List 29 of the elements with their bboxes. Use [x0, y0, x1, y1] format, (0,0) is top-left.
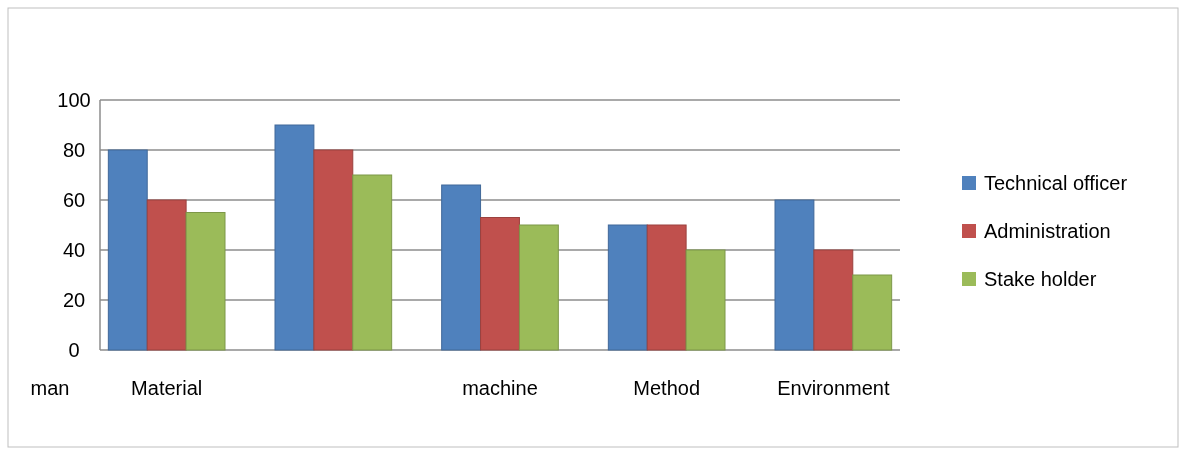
legend-label: Technical officer: [984, 172, 1128, 194]
bar: [313, 149, 354, 351]
y-tick-label: 60: [62, 189, 86, 211]
x-tick-label: Material: [131, 377, 203, 399]
bar: [852, 274, 893, 351]
bar: [607, 224, 648, 351]
text: man: [30, 377, 70, 399]
bar: [480, 217, 520, 351]
y-tick-label: 100: [57, 89, 91, 111]
bar: [646, 224, 687, 351]
x-tick-label: Environment: [777, 377, 890, 399]
legend-label: Administration: [984, 220, 1111, 242]
bar: [352, 174, 393, 351]
bar: [185, 212, 226, 351]
bar: [107, 149, 148, 351]
x-tick-label: Method: [633, 377, 701, 399]
bar: [274, 124, 315, 351]
y-tick-label: 20: [62, 289, 86, 311]
bar: [146, 199, 187, 351]
bar: [813, 249, 854, 351]
y-tick-label: 40: [62, 239, 86, 261]
bar: [774, 199, 815, 351]
bar: [685, 249, 726, 351]
legend-label: Stake holder: [984, 268, 1097, 290]
bar: [518, 224, 559, 351]
bar: [441, 184, 482, 351]
y-tick-label: 80: [62, 139, 86, 161]
x-tick-label: machine: [462, 377, 538, 399]
y-tick-label: 0: [68, 339, 80, 361]
